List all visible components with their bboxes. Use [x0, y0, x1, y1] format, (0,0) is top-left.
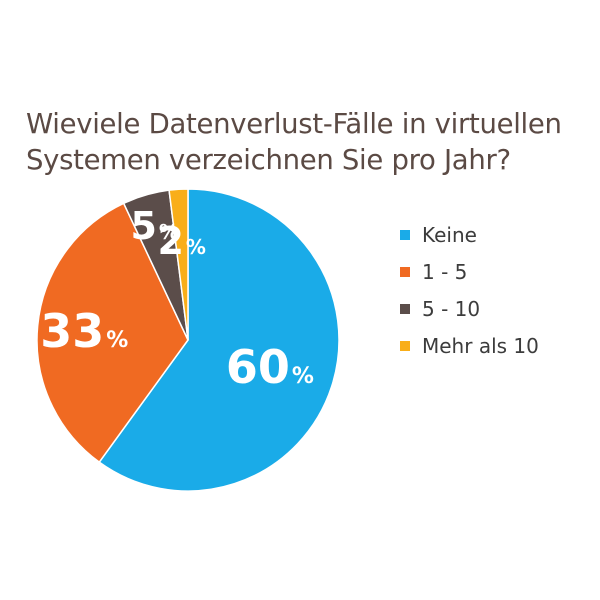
slice-label-5-10: 5%: [130, 204, 179, 248]
legend-item-keine: Keine: [400, 218, 539, 252]
pie-slice-keine: [98, 188, 340, 492]
legend-item-5-10: 5 - 10: [400, 292, 539, 326]
chart-title-line-1: Wieviele Datenverlust-Fälle in virtuelle…: [26, 108, 562, 140]
legend-item-mehr-als-10: Mehr als 10: [400, 329, 539, 363]
legend-label-5-10: 5 - 10: [422, 297, 481, 321]
legend-label-mehr-als-10: Mehr als 10: [422, 334, 539, 358]
pie-slice-mehr-als-10: [168, 188, 189, 341]
legend-item-1-5: 1 - 5: [400, 255, 539, 289]
pie-slice-1-5: [36, 202, 189, 464]
legend: Keine 1 - 5 5 - 10 Mehr als 10: [400, 218, 539, 366]
legend-label-1-5: 1 - 5: [422, 260, 468, 284]
chart-title-line-2: Systemen verzeichnen Sie pro Jahr?: [26, 144, 511, 176]
slice-label-keine: 60%: [226, 340, 314, 394]
legend-label-keine: Keine: [422, 223, 477, 247]
legend-swatch-keine: [400, 230, 410, 240]
slice-label-1-5: 33%: [40, 304, 128, 358]
slice-label-mehr-als-10: 2%: [157, 219, 206, 263]
legend-swatch-mehr-als-10: [400, 341, 410, 351]
legend-swatch-5-10: [400, 304, 410, 314]
chart-title: Wieviele Datenverlust-Fälle in virtuelle…: [26, 106, 586, 178]
legend-swatch-1-5: [400, 267, 410, 277]
